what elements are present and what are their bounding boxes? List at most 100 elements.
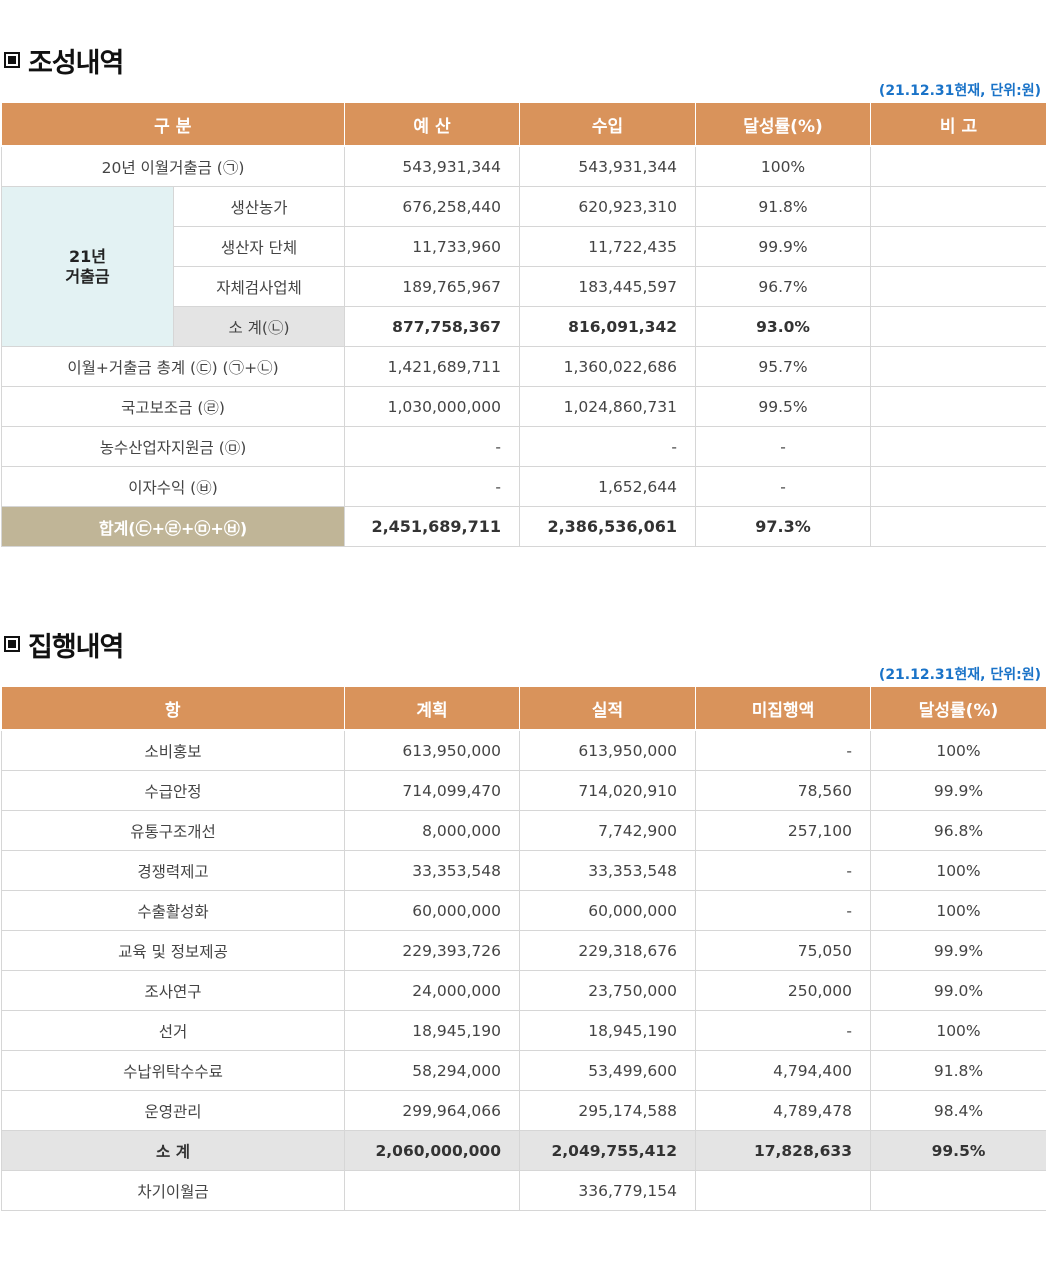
plan-cell: 24,000,000	[344, 970, 520, 1011]
actual-cell: 2,049,755,412	[519, 1130, 696, 1171]
execution-table: 항 계획 실적 미집행액 달성률(%) 소비홍보 613,950,000 613…	[1, 686, 1046, 1211]
item-cell: 조사연구	[1, 970, 345, 1011]
execution-section: 집행내역 (21.12.31현재, 단위:원) 항 계획 실적 미집행액 달성률…	[0, 624, 1046, 1211]
table-row: 소비홍보 613,950,000 613,950,000 - 100%	[1, 729, 1046, 771]
section-title: 집행내역	[28, 631, 124, 663]
rate-cell: 96.7%	[695, 266, 872, 307]
item-cell: 수납위탁수수료	[1, 1050, 345, 1091]
budget-cell: 676,258,440	[344, 186, 521, 227]
note-cell	[870, 466, 1046, 507]
table-row: 자체검사업체 189,765,967 183,445,597 96.7%	[2, 266, 1046, 307]
unspent-cell: 4,789,478	[695, 1090, 871, 1131]
income-cell: 1,024,860,731	[519, 386, 697, 427]
row-label: 생산농가	[172, 186, 346, 227]
rate-cell: 99.9%	[870, 770, 1046, 811]
rate-cell: 95.7%	[695, 346, 872, 387]
note-cell	[870, 266, 1046, 307]
row-label: 이월+거출금 총계 (㉢) (㉠+㉡)	[0, 346, 346, 387]
note-cell	[870, 226, 1046, 267]
unspent-cell: 78,560	[695, 770, 871, 811]
rate-cell: 97.3%	[695, 506, 872, 547]
row-label: 생산자 단체	[172, 226, 346, 267]
group-label: 21년 거출금	[1, 186, 174, 347]
table-row: 수출활성화 60,000,000 60,000,000 - 100%	[1, 890, 1046, 931]
budget-cell: 189,765,967	[344, 266, 521, 307]
header-actual: 실적	[519, 686, 696, 731]
group-label-line2: 거출금	[65, 266, 110, 286]
unspent-cell: -	[695, 729, 871, 771]
table-row: 유통구조개선 8,000,000 7,742,900 257,100 96.8%	[1, 810, 1046, 851]
budget-cell: 1,421,689,711	[344, 346, 521, 387]
row-label: 소 계(㉡)	[172, 306, 346, 347]
table-row: 국고보조금 (㉣) 1,030,000,000 1,024,860,731 99…	[0, 386, 1046, 427]
note-cell	[870, 346, 1046, 387]
actual-cell: 18,945,190	[519, 1010, 696, 1051]
rate-cell: -	[695, 466, 872, 507]
actual-cell: 23,750,000	[519, 970, 696, 1011]
table-row: 조사연구 24,000,000 23,750,000 250,000 99.0%	[1, 970, 1046, 1011]
unspent-cell: 250,000	[695, 970, 871, 1011]
note-cell	[870, 186, 1046, 227]
rate-cell: 100%	[870, 890, 1046, 931]
item-cell: 교육 및 정보제공	[1, 930, 345, 971]
rate-cell: 93.0%	[695, 306, 872, 347]
table-row: 20년 이월거출금 (㉠) 543,931,344 543,931,344 10…	[0, 145, 1046, 187]
plan-cell: 299,964,066	[344, 1090, 520, 1131]
income-cell: 1,652,644	[519, 466, 697, 507]
square-bullet-icon	[4, 636, 20, 652]
header-rate: 달성률(%)	[870, 686, 1046, 731]
header-budget: 예 산	[344, 102, 521, 147]
plan-cell	[344, 1170, 520, 1211]
rate-cell: 99.9%	[870, 930, 1046, 971]
table-row: 차기이월금 336,779,154	[1, 1170, 1046, 1211]
group-label-line1: 21년	[69, 246, 106, 266]
row-label: 농수산업자지원금 (㉤)	[0, 426, 346, 467]
table-row: 수납위탁수수료 58,294,000 53,499,600 4,794,400 …	[1, 1050, 1046, 1091]
note-cell	[870, 306, 1046, 347]
subtotal-row: 소 계(㉡) 877,758,367 816,091,342 93.0%	[2, 306, 1046, 347]
row-label: 20년 이월거출금 (㉠)	[0, 145, 346, 187]
plan-cell: 58,294,000	[344, 1050, 520, 1091]
unspent-cell: -	[695, 850, 871, 891]
actual-cell: 613,950,000	[519, 729, 696, 771]
income-cell: 1,360,022,686	[519, 346, 697, 387]
unspent-cell	[695, 1170, 871, 1211]
rate-cell: 100%	[870, 850, 1046, 891]
actual-cell: 53,499,600	[519, 1050, 696, 1091]
table-row: 경쟁력제고 33,353,548 33,353,548 - 100%	[1, 850, 1046, 891]
plan-cell: 229,393,726	[344, 930, 520, 971]
note-cell	[870, 506, 1046, 547]
plan-cell: 18,945,190	[344, 1010, 520, 1051]
rate-cell: 100%	[870, 729, 1046, 771]
table-header-row: 항 계획 실적 미집행액 달성률(%)	[1, 686, 1046, 731]
item-cell: 수급안정	[1, 770, 345, 811]
funding-table: 구 분 예 산 수입 달성률(%) 비 고 20년 이월거출금 (㉠) 543,…	[0, 102, 1046, 547]
note-cell	[870, 386, 1046, 427]
income-cell: 620,923,310	[519, 186, 697, 227]
actual-cell: 229,318,676	[519, 930, 696, 971]
total-row: 합계(㉢+㉣+㉤+㉥) 2,451,689,711 2,386,536,061 …	[0, 506, 1046, 547]
row-label: 자체검사업체	[172, 266, 346, 307]
rate-cell: 99.5%	[870, 1130, 1046, 1171]
actual-cell: 33,353,548	[519, 850, 696, 891]
header-plan: 계획	[344, 686, 520, 731]
actual-cell: 295,174,588	[519, 1090, 696, 1131]
table-row: 21년 거출금 생산농가 676,258,440 620,923,310 91.…	[1, 186, 1046, 347]
unspent-cell: 4,794,400	[695, 1050, 871, 1091]
square-bullet-icon	[4, 52, 20, 68]
budget-cell: 11,733,960	[344, 226, 521, 267]
row-label: 이자수익 (㉥)	[0, 466, 346, 507]
item-cell: 차기이월금	[1, 1170, 345, 1211]
header-item: 항	[1, 686, 345, 731]
table-row: 농수산업자지원금 (㉤) - - -	[0, 426, 1046, 467]
item-cell: 유통구조개선	[1, 810, 345, 851]
rate-cell: 99.5%	[695, 386, 872, 427]
item-cell: 소비홍보	[1, 729, 345, 771]
table-row: 교육 및 정보제공 229,393,726 229,318,676 75,050…	[1, 930, 1046, 971]
plan-cell: 2,060,000,000	[344, 1130, 520, 1171]
budget-cell: 877,758,367	[344, 306, 521, 347]
budget-cell: 1,030,000,000	[344, 386, 521, 427]
budget-cell: -	[344, 426, 521, 467]
unspent-cell: -	[695, 1010, 871, 1051]
table-header-row: 구 분 예 산 수입 달성률(%) 비 고	[1, 102, 1046, 147]
